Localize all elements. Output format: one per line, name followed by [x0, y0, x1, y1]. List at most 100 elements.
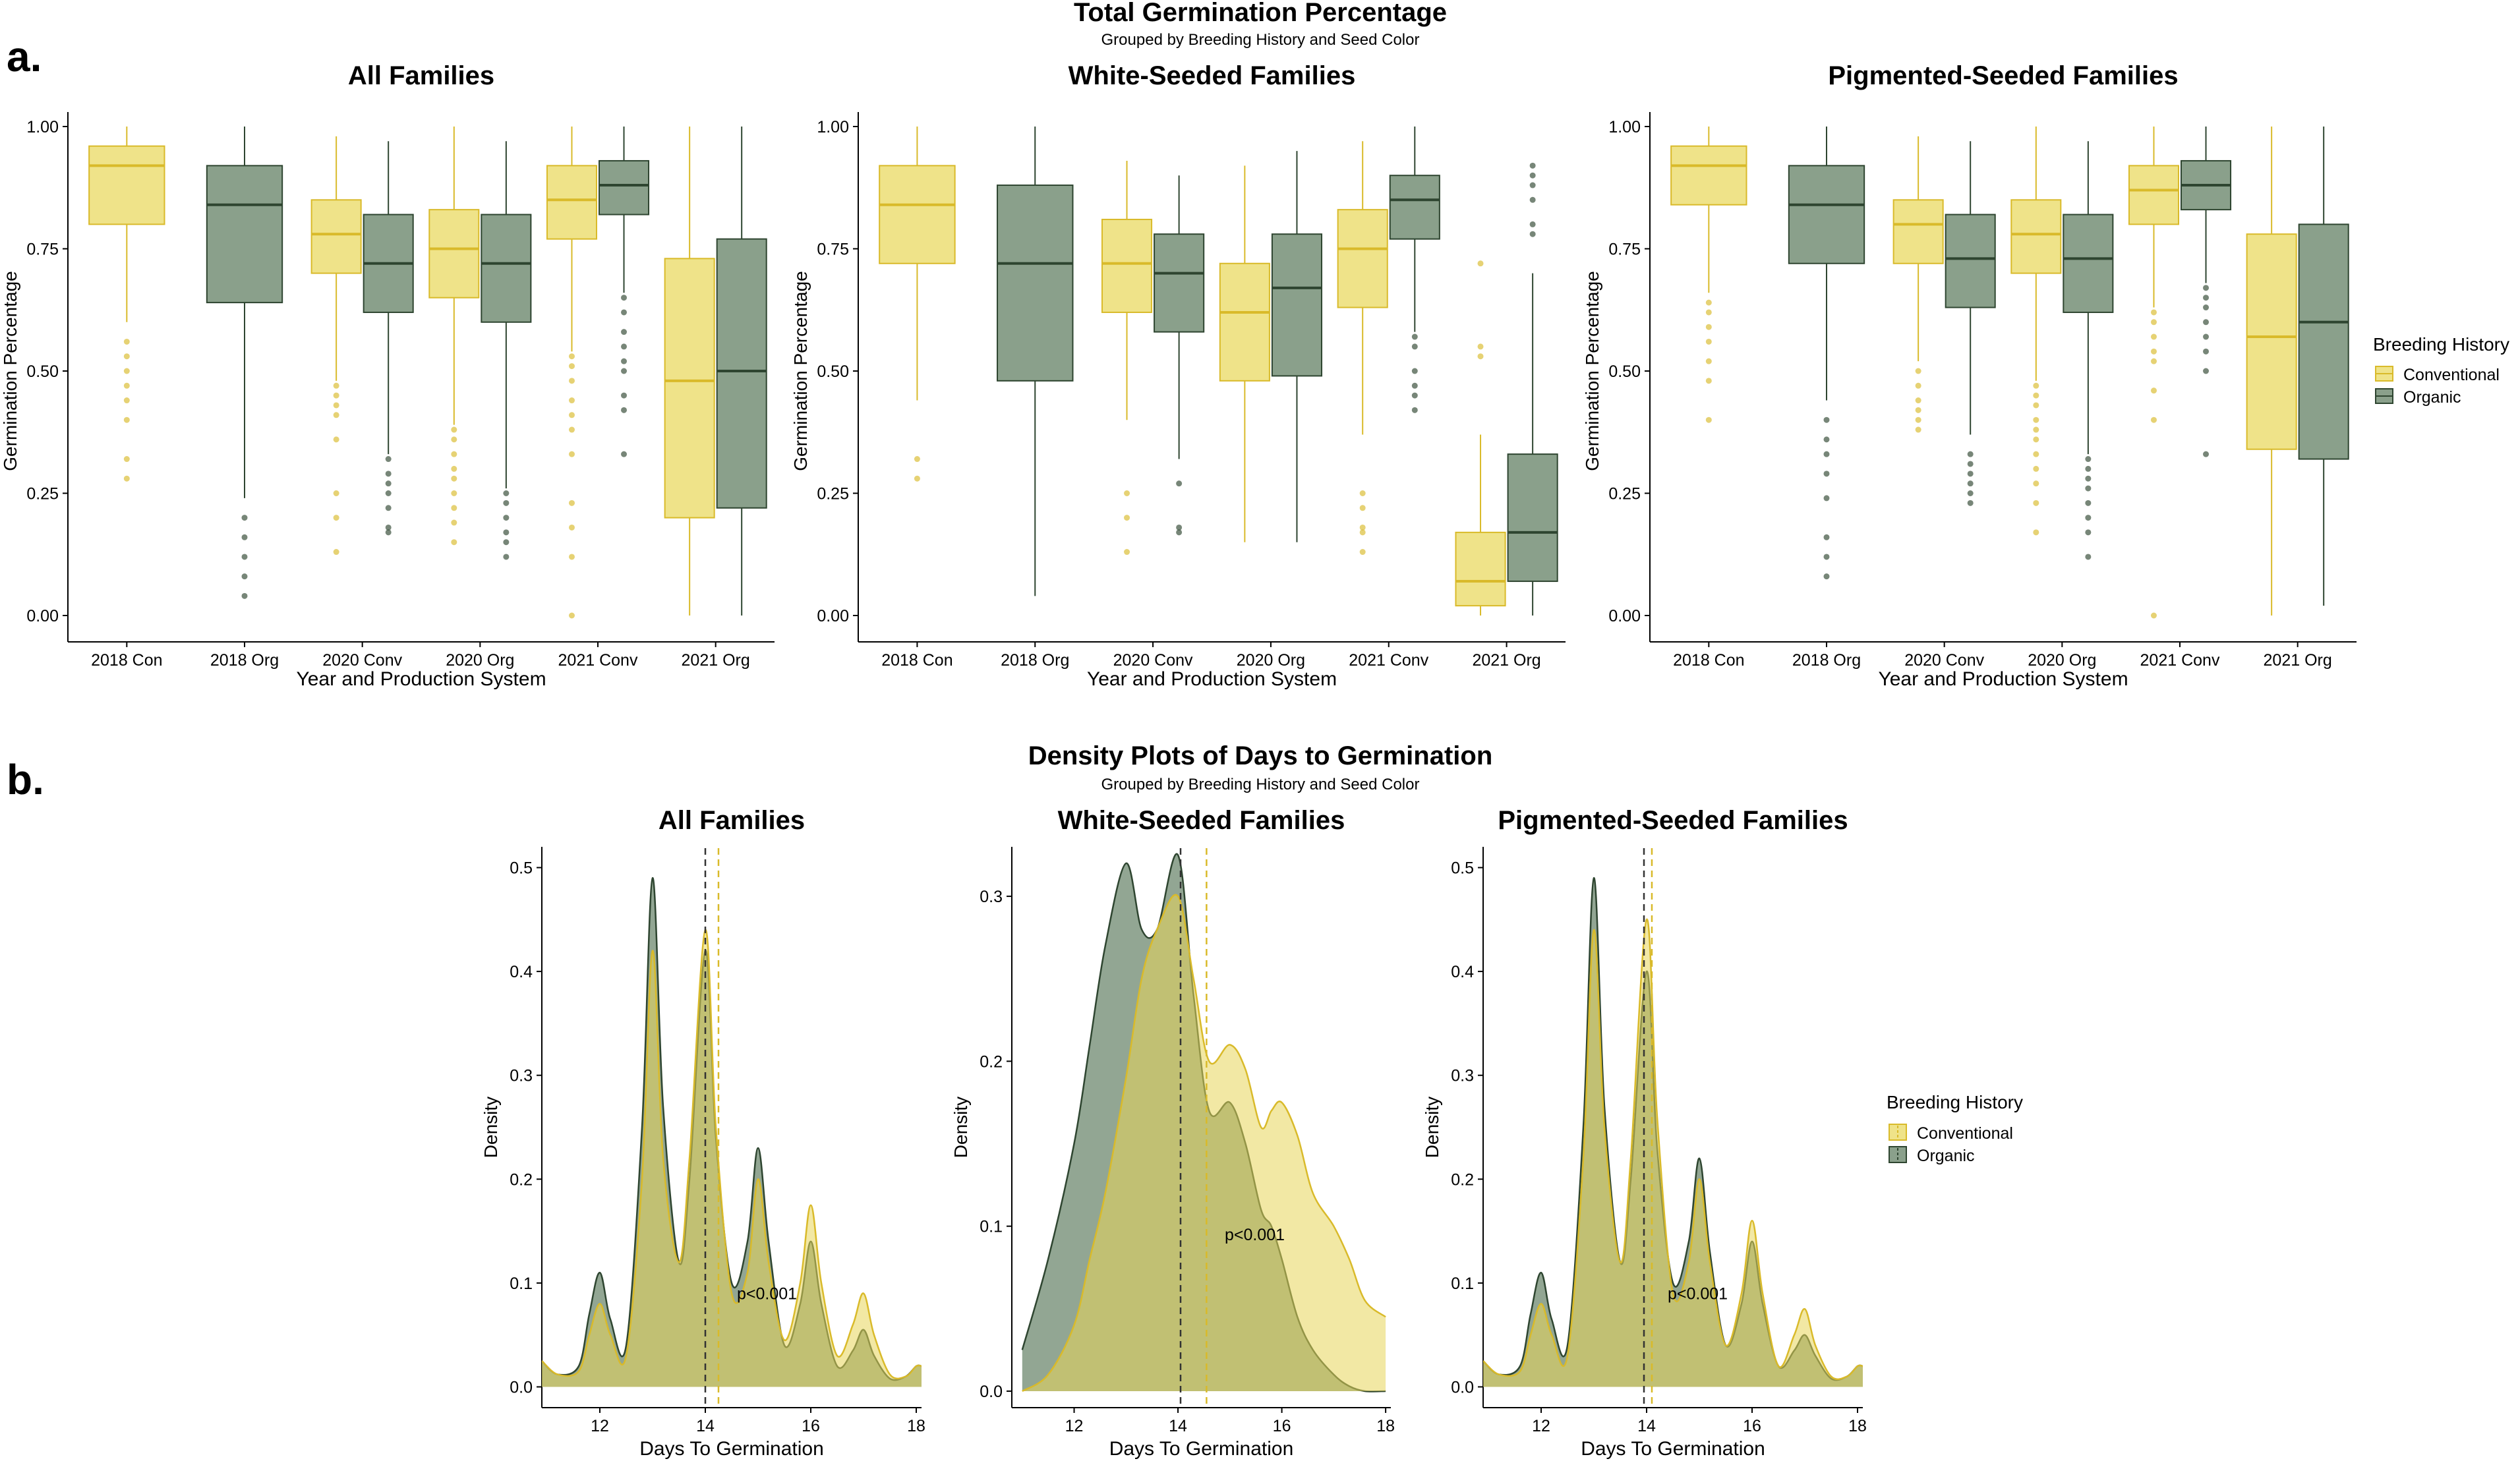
y-axis-label: Germination Percentage: [0, 271, 20, 471]
legend-a-organic-label: Organic: [2403, 388, 2461, 407]
outlier-point: [2150, 612, 2157, 619]
outlier-point: [2033, 529, 2039, 536]
box-iqr: [664, 258, 715, 519]
outlier-point: [241, 592, 248, 599]
y-tick-label: 0.2: [510, 1170, 533, 1189]
box-panel-3: Pigmented-Seeded Families 0.00 0.25 0.50 0.7…: [1582, 61, 2357, 690]
conventional-box-2020-org: [428, 127, 480, 546]
outlier-point: [2150, 387, 2157, 394]
conventional-box-2020-conv: [1892, 136, 1944, 433]
outlier-point: [2203, 368, 2210, 374]
x-tick-label: 2018 Org: [210, 651, 279, 670]
panel-title: All Families: [348, 61, 494, 90]
density-areas: [1483, 877, 1863, 1387]
y-tick-label: 0.3: [1451, 1067, 1474, 1085]
outlier-point: [1823, 436, 1830, 443]
outlier-point: [503, 539, 510, 546]
x-tick-label: 2018 Org: [1792, 651, 1861, 670]
outlier-point: [123, 368, 130, 374]
outlier-point: [451, 451, 457, 457]
legend-b: Breeding History Conventional Organic: [1887, 1092, 2023, 1165]
x-axis-label: Days To Germination: [1581, 1438, 1765, 1460]
outlier-point: [1823, 495, 1830, 502]
density-areas: [1021, 853, 1386, 1392]
panel-title: White-Seeded Families: [1058, 806, 1345, 835]
outlier-point: [621, 407, 628, 413]
outlier-point: [568, 612, 575, 619]
outlier-point: [241, 573, 248, 580]
outlier-point: [1705, 324, 1712, 330]
conventional-box-2020-org: [1219, 165, 1270, 542]
y-tick-label: 0.50: [817, 362, 849, 381]
outlier-point: [1359, 549, 1366, 556]
outlier-point: [1529, 196, 1536, 203]
outlier-point: [568, 353, 575, 360]
outlier-point: [2203, 295, 2210, 301]
x-tick-label: 2020 Org: [1237, 651, 1305, 670]
x-tick-label: 2021 Org: [682, 651, 750, 670]
section-b-letter: b.: [7, 756, 44, 803]
organic-box-2020-conv: [1945, 141, 1996, 506]
outlier-point: [1359, 490, 1366, 496]
outlier-point: [1176, 480, 1183, 487]
outlier-point: [1359, 524, 1366, 531]
outlier-point: [568, 451, 575, 457]
outlier-point: [1823, 416, 1830, 423]
organic-box-2021-org: [2298, 127, 2349, 606]
outlier-point: [333, 382, 339, 389]
outlier-point: [1529, 182, 1536, 188]
outlier-point: [621, 368, 628, 374]
outlier-point: [914, 475, 920, 482]
box-iqr: [206, 165, 283, 304]
outlier-point: [2150, 309, 2157, 316]
outlier-point: [333, 549, 339, 556]
x-tick-label: 2020 Org: [446, 651, 514, 670]
outlier-point: [2085, 456, 2092, 463]
outlier-point: [1967, 471, 1974, 477]
outlier-point: [1705, 358, 1712, 364]
outlier-point: [1529, 221, 1536, 227]
outlier-point: [241, 534, 248, 540]
y-tick-label: 0.3: [980, 888, 1003, 906]
box-iqr: [997, 185, 1074, 382]
outlier-point: [385, 456, 392, 463]
x-axis-label: Year and Production System: [1087, 668, 1337, 690]
density-panel-3: Pigmented-Seeded Families 0.0 0.1 0.2 0.3 0.4…: [1422, 806, 1867, 1460]
y-tick-label: 0.3: [510, 1067, 533, 1085]
conventional-box-2021-conv: [2128, 127, 2179, 619]
outlier-point: [621, 343, 628, 350]
outlier-point: [2150, 319, 2157, 326]
outlier-point: [1823, 554, 1830, 560]
outlier-point: [1359, 505, 1366, 511]
outlier-point: [568, 412, 575, 418]
conventional-box-2020-org: [2010, 127, 2062, 536]
conventional-box-2021-org: [664, 127, 715, 616]
outlier-point: [2203, 304, 2210, 311]
conventional-density-line: [542, 929, 922, 1380]
outlier-point: [1477, 343, 1484, 350]
outlier-point: [1477, 353, 1484, 360]
outlier-point: [385, 529, 392, 536]
outlier-point: [2033, 392, 2039, 399]
conventional-density-line: [1483, 919, 1863, 1381]
y-axis-label: Germination Percentage: [790, 271, 811, 471]
outlier-point: [333, 412, 339, 418]
y-tick-label: 1.00: [1608, 118, 1641, 136]
outlier-point: [385, 524, 392, 531]
outlier-point: [123, 475, 130, 482]
box-iqr: [716, 238, 767, 509]
outlier-point: [2085, 465, 2092, 472]
organic-box-2020-org: [2063, 141, 2114, 560]
y-axis-label: Density: [481, 1097, 501, 1158]
y-tick-label: 0.2: [980, 1052, 1003, 1071]
outlier-point: [451, 490, 457, 496]
y-tick-label: 0.5: [510, 859, 533, 878]
organic-box-2021-org: [716, 127, 767, 616]
outlier-point: [451, 505, 457, 511]
y-tick-label: 0.25: [1608, 485, 1641, 503]
outlier-point: [2033, 451, 2039, 457]
y-tick-label: 0.1: [980, 1218, 1003, 1236]
x-tick-label: 2018 Con: [91, 651, 162, 670]
y-axis-label: Density: [951, 1097, 971, 1158]
organic-box-2018-org: [206, 127, 283, 599]
